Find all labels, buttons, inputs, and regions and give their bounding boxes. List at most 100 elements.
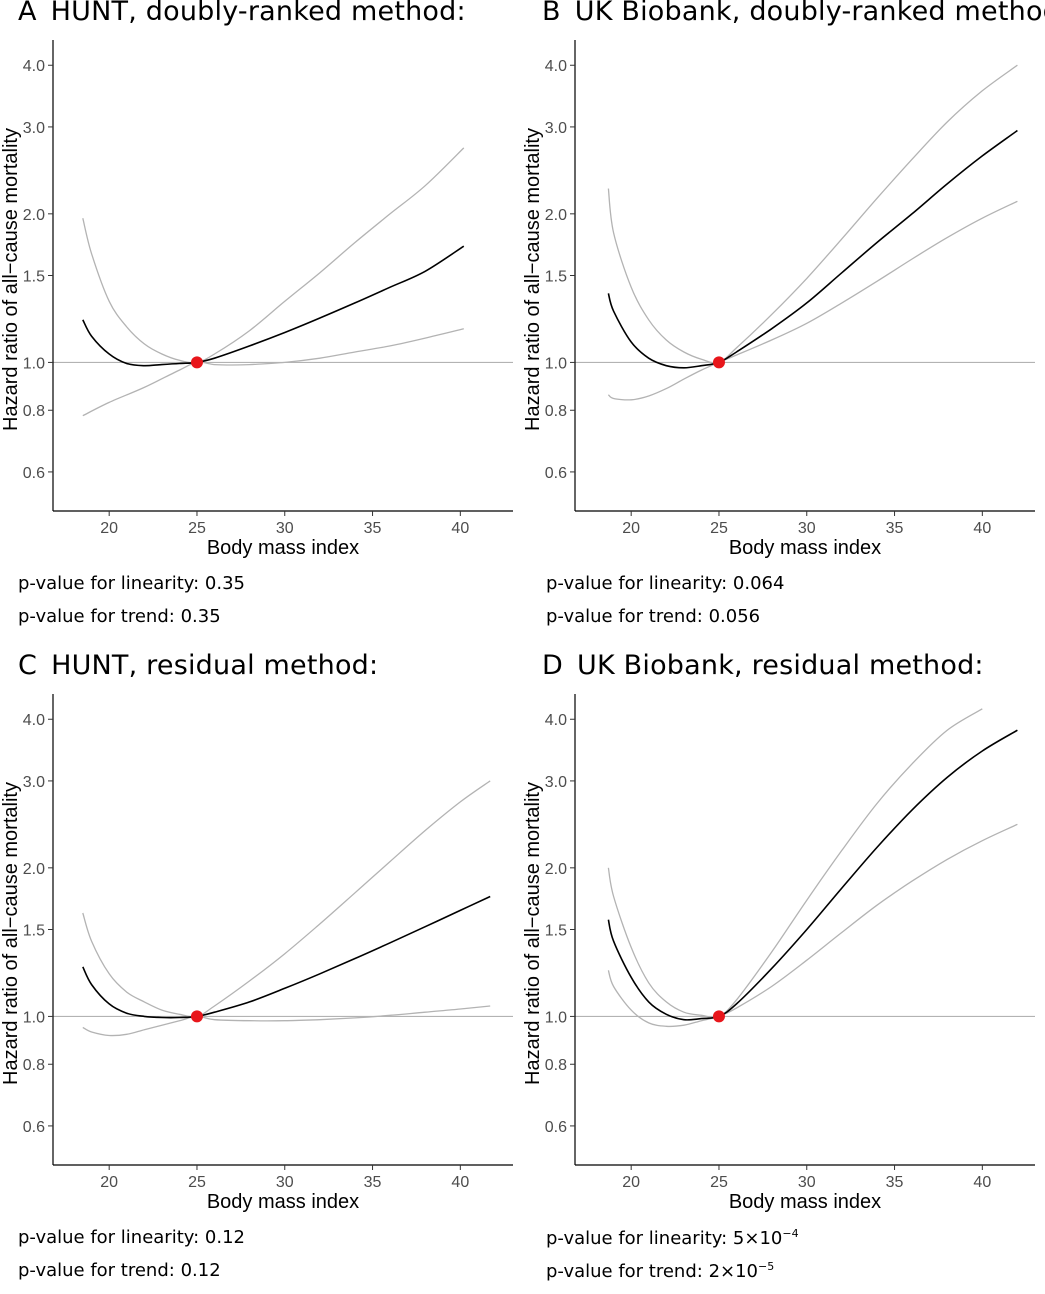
p-value-linearity-value: 5×10 [732,1228,783,1249]
y-tick-label: 2.0 [23,861,45,878]
p-value-trend-label: p-value for trend: [546,606,709,627]
y-tick-label: 4.0 [545,58,567,75]
y-tick-label: 1.0 [545,1009,567,1026]
p-value-linearity: p-value for linearity: 0.12 [18,1227,245,1248]
y-tick-label: 0.6 [545,1119,567,1136]
y-tick-label: 3.0 [545,120,567,137]
y-tick-label: 2.0 [545,207,567,224]
p-value-linearity-value: 0.35 [204,573,245,594]
y-tick-label: 3.0 [545,774,567,791]
y-tick-label: 0.6 [545,465,567,482]
p-value-linearity: p-value for linearity: 0.35 [18,573,245,594]
y-tick-label: 4.0 [23,58,45,75]
y-tick-label: 1.0 [23,1009,45,1026]
y-tick-label: 4.0 [545,712,567,729]
reference-point [712,1010,725,1023]
x-tick-label: 35 [364,520,382,537]
panel-title: A HUNT, doubly-ranked method: [18,0,466,27]
p-value-linearity-value: 0.064 [732,573,785,594]
y-tick-label: 0.8 [23,403,45,420]
y-tick-label: 0.8 [545,1057,567,1074]
y-axis-label: Hazard ratio of all−cause mortality [522,782,544,1085]
chart-panel-a: A HUNT, doubly-ranked method: 0.6 0.8 1.0 1.… [0,0,523,640]
y-tick-label: 0.6 [23,465,45,482]
x-tick-label: 30 [798,1174,816,1191]
series-line-ci-lower [82,1005,491,1037]
p-value-linearity: p-value for linearity: 0.064 [546,573,784,594]
series-line-ci-lower [607,823,1018,1028]
x-tick-label: 35 [886,1174,904,1191]
x-tick-label: 40 [451,520,469,537]
y-tick-label: 1.5 [23,269,45,286]
chart-svg: 0.6 0.8 1.0 1.5 2.0 3.0 4.0 20 25 30 35 40 Body mass… [522,694,1035,1213]
p-value-linearity-label: p-value for linearity: [18,1227,205,1248]
y-tick-label: 2.0 [23,207,45,224]
y-axis-label: Hazard ratio of all−cause mortality [0,128,22,431]
series-line-ci-upper [82,147,465,364]
y-tick-label: 1.5 [545,923,567,940]
p-value-linearity-label: p-value for linearity: [546,573,733,594]
panel-title: B UK Biobank, doubly-ranked method: [542,0,1045,27]
x-axis-label: Body mass index [207,1191,359,1213]
x-tick-label: 25 [710,1174,728,1191]
x-axis-label: Body mass index [729,1191,881,1213]
x-tick-label: 20 [622,1174,640,1191]
p-value-trend-label: p-value for trend: [18,1260,181,1281]
y-tick-label: 0.8 [545,403,567,420]
x-tick-label: 35 [364,1174,382,1191]
y-axis-label: Hazard ratio of all−cause mortality [0,782,22,1085]
p-value-trend: p-value for trend: 0.12 [18,1260,221,1281]
x-tick-label: 20 [100,520,118,537]
x-tick-label: 20 [622,520,640,537]
reference-point [190,1010,203,1023]
p-value-trend-value: 2×10 [708,1261,759,1282]
series-line-estimate [607,129,1018,369]
panel-title-text: UK Biobank, residual method: [577,650,984,681]
y-tick-label: 0.8 [23,1057,45,1074]
chart-svg: 0.6 0.8 1.0 1.5 2.0 3.0 4.0 20 25 30 35 40 Body mass… [522,40,1035,559]
panel-title-text: HUNT, doubly-ranked method: [50,0,466,27]
y-tick-label: 0.6 [23,1119,45,1136]
p-value-trend-exponent: −5 [758,1260,775,1273]
series-line-estimate [82,245,465,367]
p-value-linearity-exponent: −4 [782,1227,799,1240]
reference-point [190,356,203,369]
reference-point [712,356,725,369]
y-tick-label: 4.0 [23,712,45,729]
panel-title: C HUNT, residual method: [18,650,378,681]
series-line-ci-lower [607,200,1018,401]
y-tick-label: 2.0 [545,861,567,878]
x-tick-label: 20 [100,1174,118,1191]
panel-title-text: HUNT, residual method: [51,650,379,681]
x-tick-label: 25 [188,1174,206,1191]
x-tick-label: 25 [188,520,206,537]
p-value-linearity-label: p-value for linearity: [546,1228,733,1249]
p-value-trend: p-value for trend: 0.056 [546,606,760,627]
y-tick-label: 3.0 [23,774,45,791]
chart-svg: 0.6 0.8 1.0 1.5 2.0 3.0 4.0 20 25 30 35 40 Body mass… [0,40,513,559]
panel-letter: A [18,0,37,27]
panel-letter: C [18,650,38,681]
p-value-trend-label: p-value for trend: [546,1261,709,1282]
series-line-estimate [607,729,1018,1021]
chart-panel-b: B UK Biobank, doubly-ranked method: 0.6 0.… [522,0,1045,640]
p-value-linearity: p-value for linearity: 5×10−4 [546,1227,799,1249]
x-tick-label: 35 [886,520,904,537]
x-tick-label: 40 [973,1174,991,1191]
y-tick-label: 1.0 [545,355,567,372]
y-tick-label: 1.0 [23,355,45,372]
panel-letter: B [542,0,561,27]
x-axis-label: Body mass index [729,537,881,559]
chart-svg: 0.6 0.8 1.0 1.5 2.0 3.0 4.0 20 25 30 35 40 Body mass… [0,694,513,1213]
y-tick-label: 1.5 [23,923,45,940]
x-tick-label: 30 [276,520,294,537]
x-tick-label: 40 [973,520,991,537]
y-tick-label: 1.5 [545,269,567,286]
series-line-estimate [82,895,491,1019]
panel-title-text: UK Biobank, doubly-ranked method: [574,0,1045,27]
y-tick-label: 3.0 [23,120,45,137]
x-tick-label: 30 [798,520,816,537]
p-value-trend-value: 0.35 [180,606,221,627]
series-line-ci-upper [82,780,491,1018]
series-line-ci-lower [82,328,464,417]
